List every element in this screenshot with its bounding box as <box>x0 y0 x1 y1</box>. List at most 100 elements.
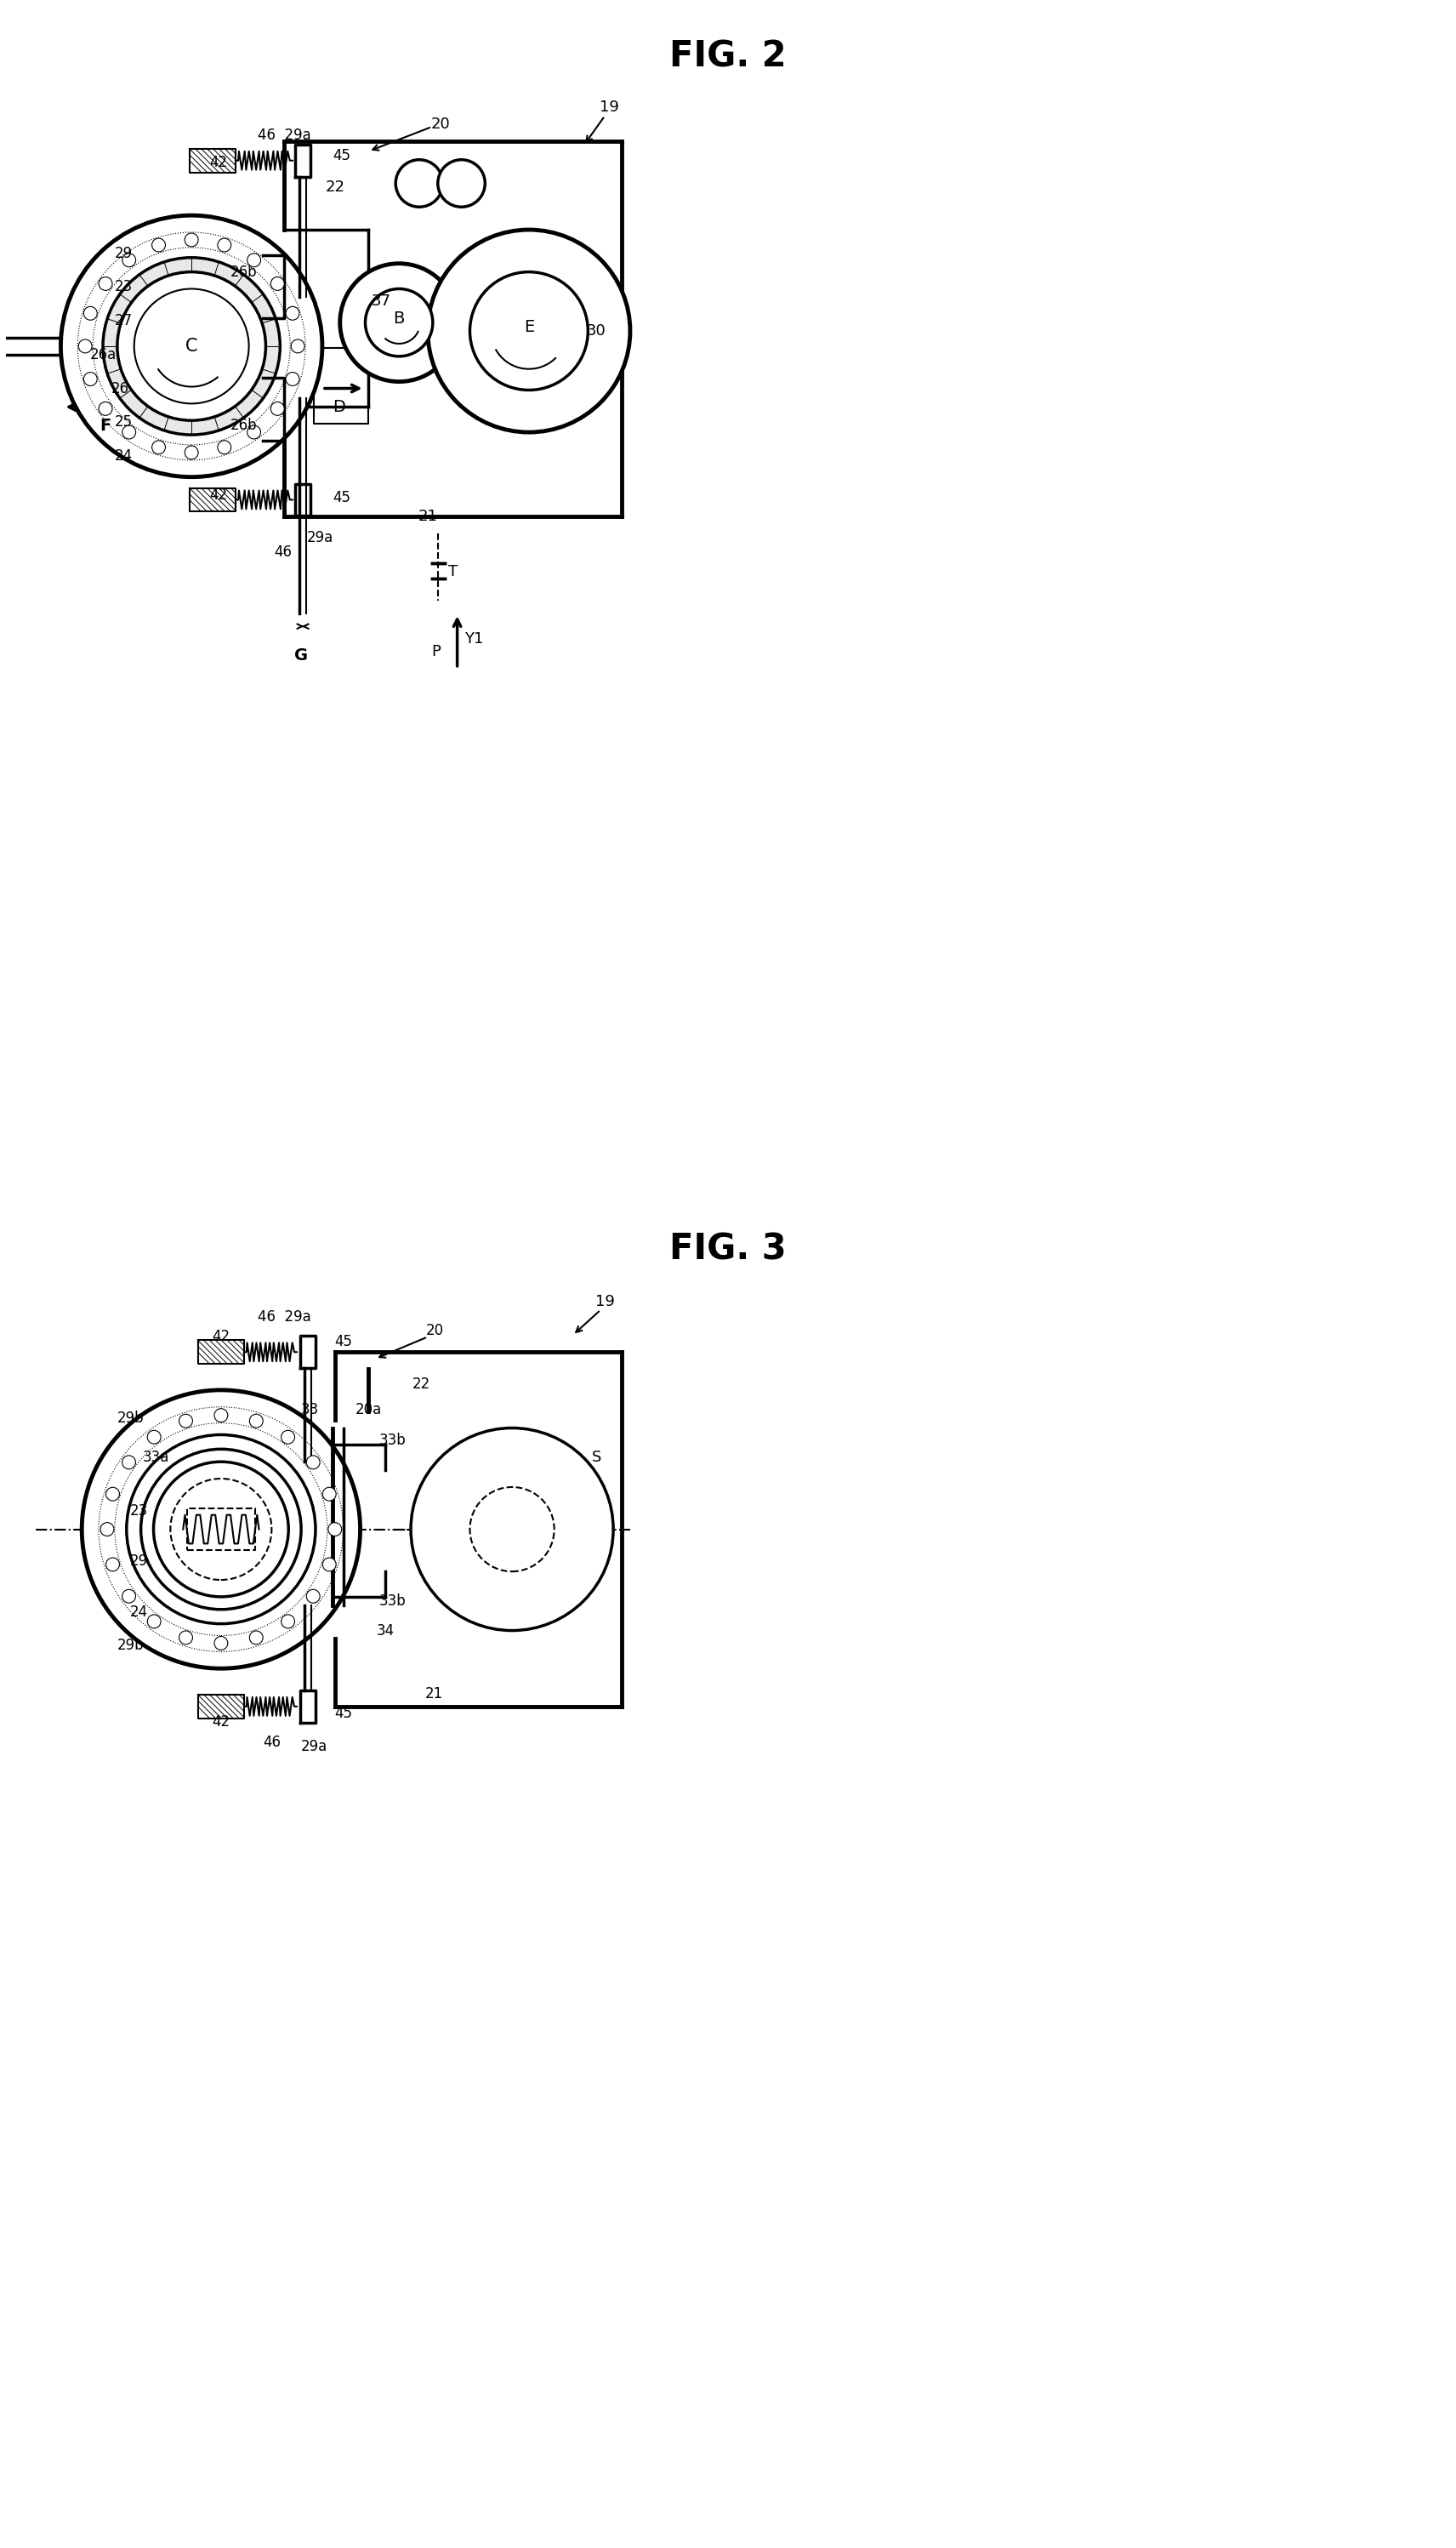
Text: 24: 24 <box>130 1605 149 1621</box>
Circle shape <box>185 446 198 459</box>
Circle shape <box>248 252 261 268</box>
Circle shape <box>103 257 280 436</box>
Text: 29b: 29b <box>118 1409 144 1424</box>
Text: 30: 30 <box>587 324 606 339</box>
Circle shape <box>365 288 432 357</box>
Text: 45: 45 <box>333 489 351 505</box>
Text: 29a: 29a <box>300 1740 328 1756</box>
Text: 29b: 29b <box>118 1638 144 1654</box>
Circle shape <box>249 1631 264 1643</box>
Text: 26: 26 <box>111 380 128 395</box>
Text: 46  29a: 46 29a <box>258 1310 312 1325</box>
Text: 42: 42 <box>213 1715 230 1730</box>
Text: 33b: 33b <box>379 1432 406 1447</box>
Text: 29a: 29a <box>306 530 333 545</box>
Text: 25: 25 <box>115 415 132 431</box>
Circle shape <box>147 1615 160 1628</box>
Circle shape <box>151 240 166 252</box>
Text: 26b: 26b <box>230 418 258 433</box>
Text: 33a: 33a <box>143 1450 169 1465</box>
Text: Y1: Y1 <box>464 632 483 647</box>
Text: 22: 22 <box>412 1376 430 1391</box>
Circle shape <box>61 217 322 476</box>
Text: 33: 33 <box>300 1401 319 1417</box>
Circle shape <box>285 372 300 385</box>
Text: 45: 45 <box>335 1705 352 1720</box>
Circle shape <box>179 1631 192 1643</box>
Circle shape <box>83 306 98 321</box>
Text: F: F <box>100 418 111 433</box>
Circle shape <box>82 1391 360 1669</box>
Circle shape <box>271 278 284 290</box>
Circle shape <box>214 1409 227 1422</box>
Text: 42: 42 <box>213 1330 230 1345</box>
Circle shape <box>306 1455 320 1470</box>
Circle shape <box>170 1478 272 1580</box>
Text: 22: 22 <box>325 181 345 196</box>
Text: 26b: 26b <box>230 265 258 280</box>
Circle shape <box>100 1524 114 1536</box>
Text: 45: 45 <box>335 1335 352 1350</box>
Circle shape <box>141 1450 301 1610</box>
Circle shape <box>106 1488 119 1501</box>
Text: 21: 21 <box>425 1687 444 1702</box>
Circle shape <box>248 426 261 438</box>
Circle shape <box>249 1414 264 1427</box>
Circle shape <box>328 1524 342 1536</box>
Text: D: D <box>333 400 345 415</box>
Text: 37: 37 <box>371 293 392 308</box>
Text: 23: 23 <box>130 1503 149 1519</box>
Circle shape <box>271 403 284 415</box>
Text: 26a: 26a <box>90 347 116 362</box>
Circle shape <box>306 1590 320 1603</box>
Text: 33b: 33b <box>379 1592 406 1608</box>
Text: 45: 45 <box>333 148 351 163</box>
Text: E: E <box>524 318 534 334</box>
Circle shape <box>83 372 98 385</box>
Text: 42: 42 <box>210 155 227 171</box>
Text: 19: 19 <box>600 99 619 115</box>
Circle shape <box>134 288 249 403</box>
Text: P: P <box>431 645 441 660</box>
Circle shape <box>99 278 112 290</box>
Circle shape <box>122 426 135 438</box>
Circle shape <box>122 1590 135 1603</box>
Circle shape <box>323 1557 336 1572</box>
Circle shape <box>291 339 304 354</box>
Circle shape <box>428 229 630 433</box>
Text: FIG. 3: FIG. 3 <box>670 1231 786 1266</box>
Circle shape <box>118 273 266 420</box>
Text: 34: 34 <box>377 1623 395 1638</box>
Text: 46: 46 <box>274 545 291 561</box>
Circle shape <box>281 1615 294 1628</box>
Circle shape <box>99 403 112 415</box>
Circle shape <box>153 1463 288 1598</box>
Circle shape <box>217 441 232 454</box>
Circle shape <box>339 262 459 382</box>
Circle shape <box>281 1429 294 1445</box>
Circle shape <box>323 1488 336 1501</box>
Circle shape <box>217 240 232 252</box>
Text: G: G <box>294 647 309 665</box>
Circle shape <box>151 441 166 454</box>
Text: 20a: 20a <box>355 1401 381 1417</box>
Circle shape <box>122 1455 135 1470</box>
Text: FIG. 2: FIG. 2 <box>670 38 786 74</box>
Circle shape <box>185 232 198 247</box>
Text: 24: 24 <box>115 448 132 464</box>
Text: 46: 46 <box>262 1735 281 1750</box>
Circle shape <box>122 252 135 268</box>
Circle shape <box>127 1435 316 1623</box>
Text: S: S <box>591 1450 601 1465</box>
Circle shape <box>470 273 588 390</box>
Text: 29: 29 <box>130 1554 149 1570</box>
Text: 19: 19 <box>596 1294 614 1310</box>
Circle shape <box>214 1636 227 1651</box>
Text: 27: 27 <box>115 313 132 329</box>
Text: C: C <box>185 339 198 354</box>
Text: B: B <box>393 311 405 326</box>
Circle shape <box>411 1427 613 1631</box>
Circle shape <box>106 1557 119 1572</box>
Circle shape <box>285 306 300 321</box>
Circle shape <box>438 161 485 206</box>
